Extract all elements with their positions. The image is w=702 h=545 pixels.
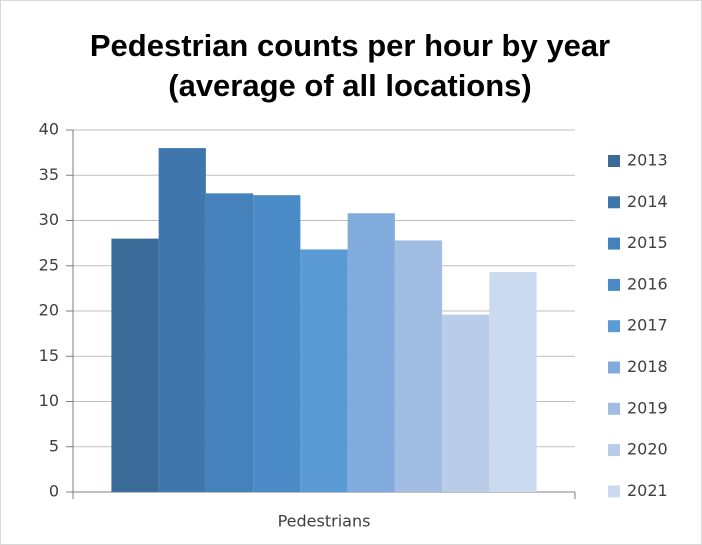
y-tick-label: 35 (39, 165, 59, 184)
legend-swatch (608, 485, 620, 498)
bar (205, 193, 254, 492)
legend-label: 2014 (627, 192, 668, 211)
bar (442, 314, 490, 492)
legend-label: 2017 (627, 316, 668, 335)
chart-title: Pedestrian counts per hour by year (aver… (89, 28, 611, 103)
legend-label: 2016 (627, 274, 668, 293)
legend-swatch (608, 155, 620, 167)
legend-label: 2015 (627, 233, 668, 252)
bar (158, 148, 206, 492)
legend-label: 2021 (627, 481, 668, 500)
y-tick-label: 5 (49, 436, 59, 455)
bar (111, 238, 159, 492)
legend-swatch (608, 237, 620, 250)
bar (300, 249, 348, 492)
bar (253, 195, 301, 492)
y-tick-label: 20 (39, 301, 59, 320)
y-tick-label: 10 (39, 391, 59, 410)
legend-label: 2013 (627, 151, 668, 170)
legend-swatch (608, 278, 620, 291)
legend-swatch (608, 444, 620, 457)
legend-swatch (608, 196, 620, 209)
legend-swatch (608, 361, 620, 374)
y-tick-label: 15 (39, 346, 59, 365)
legend-label: 2019 (627, 398, 668, 417)
y-tick-label: 25 (39, 255, 59, 274)
bar (347, 213, 395, 492)
legend-swatch (608, 402, 620, 415)
y-tick-label: 0 (49, 482, 59, 501)
y-tick-label: 30 (39, 210, 59, 229)
bar (489, 272, 537, 492)
legend-label: 2018 (627, 357, 668, 376)
legend-swatch (608, 320, 620, 333)
bar (394, 240, 443, 492)
x-tick-label: Pedestrians (278, 512, 371, 531)
y-tick-label: 40 (39, 120, 59, 139)
legend-label: 2020 (627, 440, 668, 459)
